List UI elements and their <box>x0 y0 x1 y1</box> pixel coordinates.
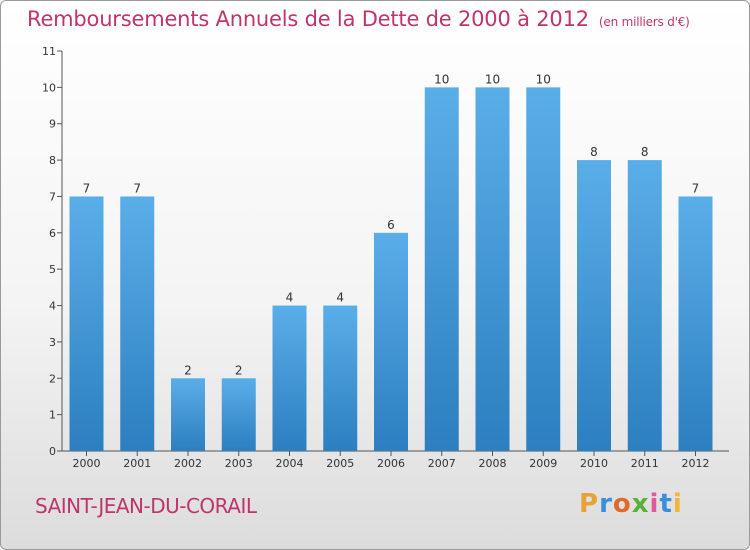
y-tick-label: 5 <box>49 263 56 276</box>
bar-2000 <box>69 196 104 451</box>
logo-letter: o <box>612 489 632 519</box>
y-tick-label: 2 <box>49 372 56 385</box>
bar-2009 <box>526 87 561 451</box>
value-label-2008: 10 <box>485 72 500 86</box>
x-tick-label-2000: 2000 <box>73 457 101 470</box>
x-tick-label-2006: 2006 <box>377 457 405 470</box>
bar-2002 <box>171 378 205 451</box>
logo-letter: x <box>631 489 650 519</box>
value-label-2012: 7 <box>692 181 700 195</box>
bar-2006 <box>374 232 408 451</box>
bar-2008 <box>475 87 510 451</box>
x-tick-label-2008: 2008 <box>479 457 507 470</box>
x-tick-label-2009: 2009 <box>529 457 557 470</box>
bar-2005 <box>323 305 358 451</box>
logo-letter: P <box>579 489 600 519</box>
x-tick-label-2002: 2002 <box>174 457 202 470</box>
x-tick-label-2007: 2007 <box>428 457 456 470</box>
value-label-2001: 7 <box>133 181 141 195</box>
title-text: Remboursements Annuels de la Dette de 20… <box>27 7 589 31</box>
y-tick-label: 9 <box>49 118 56 131</box>
logo-letter: r <box>599 489 613 519</box>
bar-2001 <box>120 196 155 451</box>
value-label-2009: 10 <box>536 72 551 86</box>
unit-label: (en milliers d'€) <box>598 15 690 29</box>
bar-2004 <box>272 305 307 451</box>
y-tick-label: 7 <box>49 190 56 203</box>
value-label-2006: 6 <box>387 218 395 232</box>
x-tick-label-2011: 2011 <box>631 457 659 470</box>
y-tick-label: 8 <box>49 154 56 167</box>
bar-2007 <box>424 87 459 451</box>
x-tick-label-2004: 2004 <box>276 457 304 470</box>
x-tick-label-2005: 2005 <box>326 457 354 470</box>
bar-2003 <box>221 378 256 451</box>
bar-2012 <box>678 196 713 451</box>
y-tick-label: 6 <box>49 227 56 240</box>
y-tick-label: 0 <box>49 445 56 458</box>
logo-letter: t <box>659 489 673 519</box>
y-tick-label: 10 <box>42 81 56 94</box>
value-label-2005: 4 <box>336 291 344 305</box>
y-tick-label: 4 <box>49 300 56 313</box>
value-label-2003: 2 <box>235 363 243 377</box>
y-tick-label: 11 <box>42 45 56 58</box>
bar-2010 <box>577 160 611 451</box>
bar-2011 <box>627 160 662 451</box>
commune-name: SAINT-JEAN-DU-CORAIL <box>35 494 257 518</box>
value-label-2004: 4 <box>286 291 294 305</box>
chart-title: Remboursements Annuels de la Dette de 20… <box>27 7 690 31</box>
value-label-2011: 8 <box>641 145 649 159</box>
value-label-2010: 8 <box>590 145 598 159</box>
value-label-2002: 2 <box>184 363 192 377</box>
x-tick-label-2010: 2010 <box>580 457 608 470</box>
x-tick-label-2012: 2012 <box>682 457 710 470</box>
x-tick-label-2003: 2003 <box>225 457 253 470</box>
value-label-2007: 10 <box>434 72 449 86</box>
logo-letter: i <box>672 489 683 519</box>
y-tick-label: 1 <box>49 409 56 422</box>
proxiti-logo: Proxiti <box>579 489 683 519</box>
logo-letter: i <box>649 489 660 519</box>
y-tick-label: 3 <box>49 336 56 349</box>
value-label-2000: 7 <box>83 181 91 195</box>
x-tick-label-2001: 2001 <box>123 457 151 470</box>
